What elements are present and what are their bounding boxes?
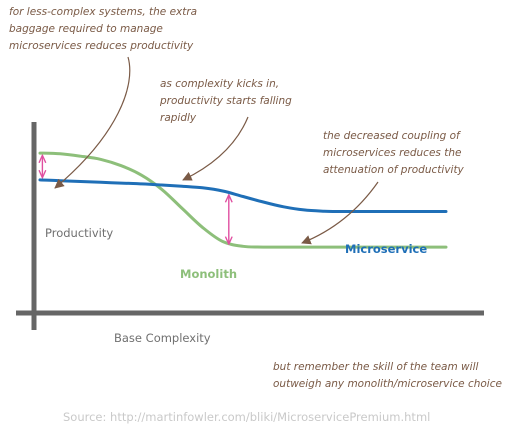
microservice-series-line xyxy=(38,178,448,214)
source-citation: Source: http://martinfowler.com/bliki/Mi… xyxy=(63,410,431,424)
monolith-series-line xyxy=(38,151,448,249)
annotation-team-skill: but remember the skill of the team will … xyxy=(273,361,502,390)
monolith-series-label: Monolith xyxy=(180,267,238,281)
y-axis-label: Productivity xyxy=(45,226,114,240)
annotation-decreased-coupling: the decreased coupling of microservices … xyxy=(323,130,464,176)
annotation-arrow-less-complex xyxy=(54,56,131,189)
annotation-arrow-decreased-coupling xyxy=(301,181,379,245)
annotation-complexity-kicks: as complexity kicks in, productivity sta… xyxy=(160,78,292,124)
annotation-less-complex: for less-complex systems, the extra bagg… xyxy=(9,6,198,52)
x-axis-label: Base Complexity xyxy=(114,331,211,345)
annotation-arrow-complexity-kicks xyxy=(182,116,249,181)
microservice-series-label: Microservice xyxy=(345,242,428,256)
